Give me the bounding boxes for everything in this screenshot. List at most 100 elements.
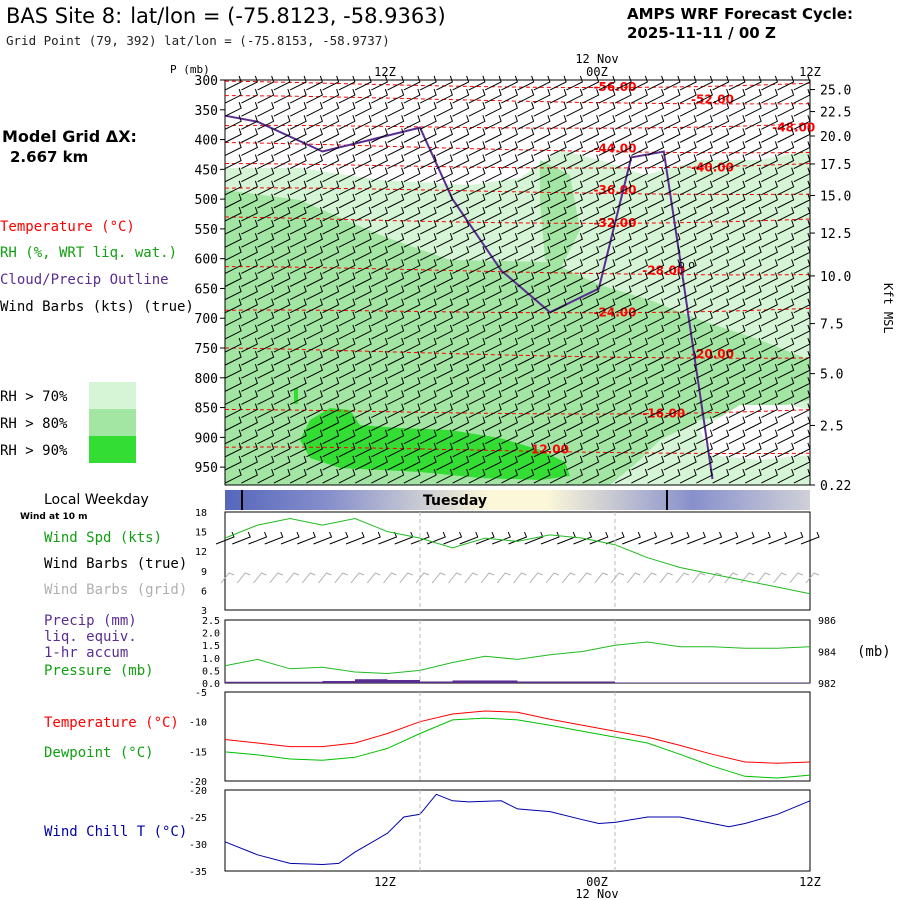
- wind-barb: [777, 337, 795, 353]
- wind-barb: [354, 246, 372, 261]
- wind-barb: [371, 403, 388, 418]
- wind-barb: [598, 154, 616, 170]
- wind-barb: [501, 88, 518, 104]
- wind-barb: [371, 193, 388, 209]
- wind-barb: [777, 298, 795, 314]
- wind-barb: [728, 311, 746, 327]
- wind-barb: [744, 141, 762, 156]
- wind-barb: [338, 193, 356, 209]
- wind-barb: [241, 272, 258, 287]
- wind-barb: [533, 193, 551, 209]
- wind-barb: [582, 311, 600, 327]
- wind-barb: [793, 455, 811, 471]
- wind-barb: [387, 390, 405, 405]
- wind-barb: [273, 364, 291, 379]
- wind-barb: [484, 403, 502, 418]
- wind-barb: [582, 337, 600, 353]
- wind-barb: [761, 468, 778, 484]
- wind-barb: [663, 167, 681, 183]
- grid-wind-barb: [285, 572, 300, 584]
- wind-barb: [744, 377, 762, 392]
- wind-barb: [387, 102, 405, 117]
- wind-barb: [436, 390, 453, 405]
- wind-barb: [566, 219, 583, 235]
- wind-barb: [582, 442, 600, 458]
- wind-barb: [484, 102, 502, 117]
- wind-barb: [793, 102, 811, 117]
- wind-barb: [517, 468, 535, 484]
- wind-barb: [712, 298, 730, 314]
- wind-barb: [306, 88, 323, 104]
- pressure-axis-label: P (mb): [170, 63, 210, 76]
- height-tick-label: 10.0: [820, 270, 851, 285]
- wind-barb: [289, 128, 307, 143]
- wind-barb: [712, 324, 730, 340]
- wind-barb: [371, 416, 388, 432]
- true-wind-barb: [443, 531, 463, 545]
- wind-barb: [452, 75, 470, 91]
- wind-barb: [582, 416, 600, 432]
- wind-barb: [712, 455, 730, 471]
- wind-barb: [468, 102, 486, 117]
- wind-barb: [484, 272, 502, 287]
- wind-barb: [663, 246, 681, 261]
- wind-barb: [436, 364, 453, 379]
- wind-barb: [273, 442, 291, 458]
- pressure-line: [224, 641, 811, 675]
- wind-barb: [696, 88, 713, 104]
- wind-barb: [224, 206, 242, 222]
- grid-wind-barb: [805, 572, 820, 584]
- wind-barb: [322, 429, 340, 445]
- true-wind-barb: [540, 531, 560, 545]
- wind-barb: [777, 128, 795, 143]
- grid-wind-barb: [756, 572, 771, 584]
- wind-barb: [712, 180, 730, 196]
- wind-barb: [647, 364, 665, 379]
- wind-barb: [744, 416, 762, 432]
- wind-barb: [679, 403, 697, 418]
- wind-barb: [696, 206, 713, 222]
- site-title: BAS Site 8: lat/lon = (-75.8123, -58.9363…: [6, 4, 446, 28]
- wind-barb: [468, 259, 486, 274]
- wind-barb: [484, 455, 502, 471]
- precip-bar: [517, 681, 615, 683]
- temperature-yticks: -5 -10 -15 -20: [189, 688, 207, 788]
- wind-barb: [744, 115, 762, 130]
- wind-barb: [371, 311, 388, 327]
- wind-barb: [419, 442, 437, 458]
- wind-barb: [679, 115, 697, 130]
- wind-barb: [598, 403, 616, 418]
- wind-barb: [484, 416, 502, 432]
- precip-accum-label: 1-hr accum: [44, 645, 128, 661]
- temperature-ytick-label: -15: [189, 747, 207, 758]
- wind-barb: [257, 193, 275, 209]
- grid-wind-barb: [691, 572, 706, 584]
- wind-barb: [387, 364, 405, 379]
- wind-barb: [484, 350, 502, 366]
- wind-barb: [793, 403, 811, 418]
- wind-barb: [712, 272, 730, 287]
- wind-barb: [338, 416, 356, 432]
- wind-barb: [436, 154, 453, 170]
- wind-barb: [647, 141, 665, 156]
- wind-barb: [549, 285, 567, 301]
- pressure-ytick-label: 986: [818, 616, 836, 627]
- wind-barb: [761, 233, 778, 248]
- wind-barb: [696, 246, 713, 261]
- wind-barb: [273, 311, 291, 327]
- wind-barb: [501, 128, 518, 143]
- wind-barb: [712, 285, 730, 301]
- wind-barb: [793, 298, 811, 314]
- wind-barb: [696, 154, 713, 170]
- wind-barb: [712, 429, 730, 445]
- precip-bar: [485, 680, 518, 683]
- bottom-time-12z-b: 12Z: [799, 875, 821, 889]
- true-wind-barb: [232, 531, 251, 545]
- wind-barb: [631, 416, 648, 432]
- wind-barb: [273, 115, 291, 130]
- wind-barb: [598, 233, 616, 248]
- wind-barb: [614, 259, 632, 274]
- wind-barb: [631, 88, 648, 104]
- height-tick-label: 0.22: [820, 479, 851, 494]
- wind-barb: [761, 416, 778, 432]
